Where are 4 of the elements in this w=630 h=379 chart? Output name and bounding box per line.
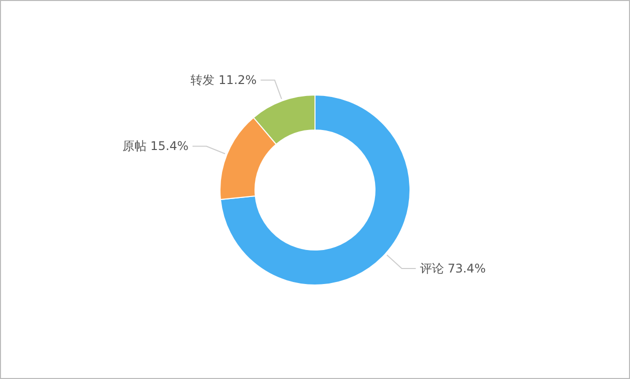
slice-label: 评论 73.4% xyxy=(420,261,486,276)
slice-label: 转发 11.2% xyxy=(190,73,257,88)
donut-slice xyxy=(220,94,410,286)
slice-label: 原帖 15.4% xyxy=(122,139,188,154)
